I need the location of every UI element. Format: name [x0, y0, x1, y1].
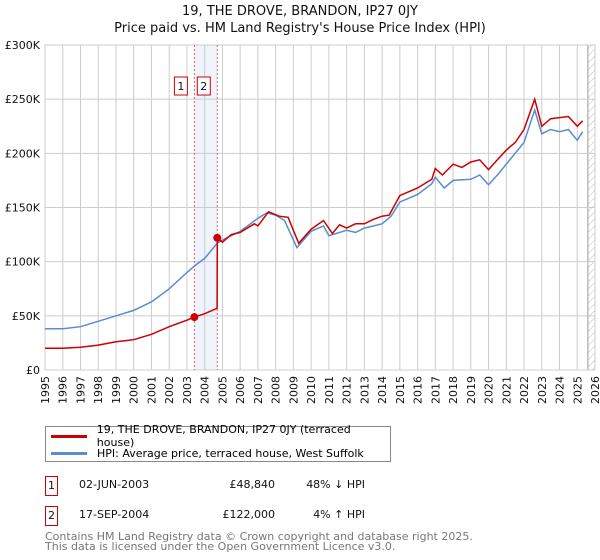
x-tick-label: 2002	[163, 376, 176, 404]
y-tick-label: £200K	[5, 147, 41, 160]
marker-label: 2	[200, 80, 207, 93]
transaction-date: 17-SEP-2004	[79, 508, 150, 521]
x-tick-label: 1997	[74, 376, 87, 404]
x-tick-label: 2021	[500, 376, 513, 404]
sale-point	[213, 233, 222, 242]
x-tick-label: 2020	[483, 376, 496, 404]
x-tick-label: 2007	[252, 376, 265, 404]
x-tick-label: 2018	[447, 376, 460, 404]
legend-label-property: 19, THE DROVE, BRANDON, IP27 0JY (terrac…	[96, 423, 351, 449]
price-chart: 1 2 1995 1996 1997 1998 1999 2000 2001 2002 2003 2…	[5, 39, 600, 404]
x-tick-label: 2005	[216, 376, 229, 404]
x-tick-label: 2026	[589, 376, 600, 404]
transaction-badge: 2	[45, 506, 58, 526]
chart-subtitle: Price paid vs. HM Land Registry's House …	[114, 21, 486, 36]
x-tick-label: 2025	[571, 376, 584, 404]
red-line-swatch	[51, 434, 87, 438]
x-tick-label: 2019	[465, 376, 478, 404]
x-tick-label: 2022	[518, 376, 531, 404]
x-tick-label: 2015	[394, 376, 407, 404]
chart-title: 19, THE DROVE, BRANDON, IP27 0JY	[182, 4, 418, 19]
legend-item-property: 19, THE DROVE, BRANDON, IP27 0JY (terrac…	[51, 423, 390, 449]
x-tick-label: 2004	[199, 376, 212, 404]
y-tick-label: £250K	[5, 93, 41, 106]
marker-badge	[196, 76, 211, 96]
x-tick-label: 1999	[110, 376, 123, 404]
hpi-line	[45, 107, 584, 330]
sale-point	[190, 313, 199, 322]
legend: 19, THE DROVE, BRANDON, IP27 0JY (terrac…	[45, 423, 391, 462]
x-tick-label: 2008	[270, 376, 283, 404]
y-tick-label: £50K	[12, 310, 41, 323]
transaction-price: £122,000	[222, 508, 276, 521]
x-tick-label: 2001	[145, 376, 158, 404]
transaction-badge: 1	[45, 476, 58, 496]
x-tick-label: 1995	[39, 376, 52, 404]
transaction-date: 02-JUN-2003	[79, 478, 150, 491]
x-tick-label: 2000	[128, 376, 141, 404]
transaction-hpi-diff: 4% ↑ HPI	[313, 508, 365, 521]
legend-item-hpi: HPI: Average price, terraced house, West…	[51, 445, 364, 461]
x-tick-label: 2017	[429, 376, 442, 404]
x-tick-label: 2010	[305, 376, 318, 404]
y-tick-label: £300K	[5, 39, 41, 52]
x-tick-label: 2013	[358, 376, 371, 404]
x-tick-label: 2016	[412, 376, 425, 404]
footer-licence: This data is licensed under the Open Gov…	[45, 540, 396, 553]
transaction-hpi-diff: 48% ↓ HPI	[306, 478, 365, 491]
blue-line-swatch	[51, 451, 87, 455]
legend-label-hpi: HPI: Average price, terraced house, West…	[97, 446, 364, 460]
x-tick-label: 2014	[376, 376, 389, 404]
x-tick-label: 2003	[181, 376, 194, 404]
x-tick-label: 2012	[341, 376, 354, 404]
x-tick-label: 2024	[554, 376, 567, 404]
x-tick-label: 2023	[536, 376, 549, 404]
y-tick-label: £0	[26, 364, 40, 377]
marker-label: 1	[177, 80, 184, 93]
x-tick-label: 2006	[234, 376, 247, 404]
transaction-price: £48,840	[229, 478, 276, 491]
footer-copyright: Contains HM Land Registry data © Crown c…	[45, 530, 473, 543]
marker-badge	[173, 76, 188, 96]
y-tick-label: £100K	[5, 256, 41, 269]
y-tick-label: £150K	[5, 202, 41, 215]
x-tick-label: 2009	[287, 376, 300, 404]
x-tick-label: 2011	[323, 376, 336, 404]
x-tick-label: 1998	[92, 376, 105, 404]
x-tick-label: 1996	[57, 376, 70, 404]
footer: Contains HM Land Registry data © Crown c…	[45, 530, 473, 553]
